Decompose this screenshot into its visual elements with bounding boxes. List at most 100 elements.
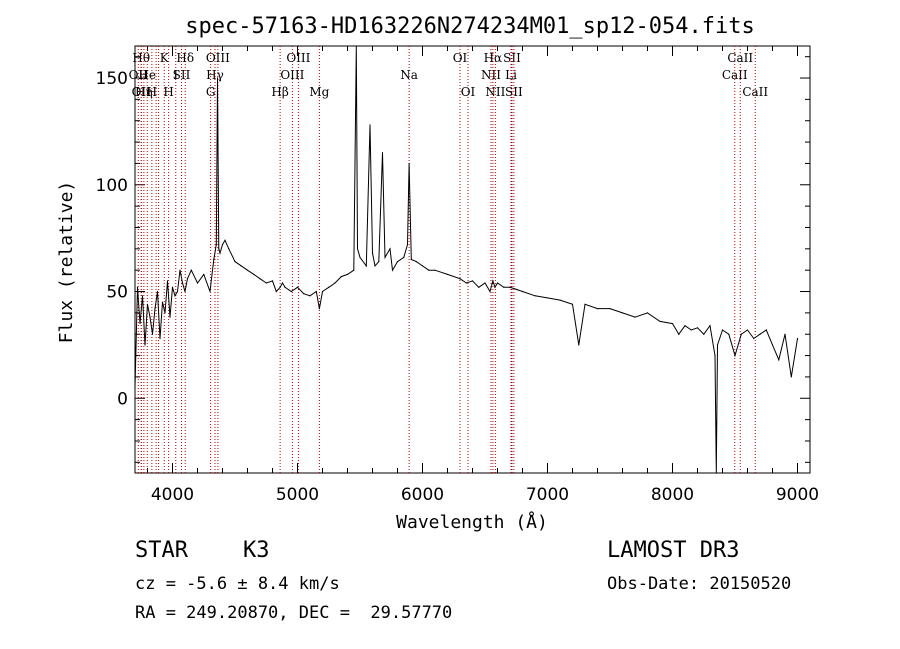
spectrum-point	[190, 269, 192, 271]
spectrum-point	[659, 320, 661, 323]
spectrum-point	[203, 273, 205, 276]
spectrum-point	[459, 278, 461, 280]
spectrum-point	[415, 261, 417, 263]
x-tick-label: 4000	[151, 485, 194, 505]
spectrum-point	[159, 337, 161, 340]
spectrum-point	[381, 152, 384, 154]
spectrum-point	[534, 295, 536, 297]
spectrum-point	[716, 344, 719, 346]
spectral-line-label: CaII	[742, 85, 768, 99]
spectrum-point	[634, 316, 636, 318]
spectrum-point	[365, 265, 367, 267]
spectrum-point	[224, 239, 226, 241]
spectrum-point	[279, 286, 281, 288]
spectral-line-label: Na	[400, 68, 418, 82]
spectrum-point	[515, 288, 517, 290]
spectrum-point	[296, 286, 299, 288]
spectrum-point	[406, 243, 409, 246]
spectrum-point	[396, 261, 399, 263]
spectrum-point	[181, 282, 184, 284]
spectrum-point	[715, 472, 717, 474]
spectrum-point	[740, 333, 742, 335]
spectral-line-label: SII	[505, 85, 523, 99]
spectrum-point	[303, 293, 305, 295]
spectral-line-label: OI	[453, 51, 468, 65]
spectral-line-label: H	[147, 85, 157, 99]
observation-date: Obs-Date: 20150520	[607, 574, 792, 594]
spectrum-point	[621, 312, 624, 314]
spectrum-point	[171, 286, 174, 288]
spectrum-point	[421, 265, 424, 267]
spectrum-point	[240, 265, 242, 267]
spectrum-point	[234, 261, 236, 263]
spectrum-point	[696, 327, 699, 329]
spectrum-point	[646, 312, 649, 314]
spectrum-point	[275, 290, 277, 293]
spectral-line-label: H	[163, 85, 173, 99]
spectrum-point	[584, 303, 586, 305]
spectrum-point	[141, 295, 144, 297]
spectrum-point	[369, 124, 371, 126]
spectral-line-label: Hη	[135, 85, 153, 99]
spectrum-point	[228, 248, 230, 250]
spectrum-point	[265, 282, 267, 284]
spectral-line-label: Hβ	[271, 85, 288, 99]
spectrum-point	[478, 286, 480, 288]
spectrum-point	[253, 273, 255, 276]
spectrum-point	[315, 290, 317, 293]
spectrum-point	[328, 286, 330, 288]
spectral-line-label: Hδ	[176, 51, 194, 65]
spectral-line-label: NII	[481, 68, 501, 82]
spectrum-point	[371, 252, 374, 254]
spectrum-point	[134, 387, 136, 389]
spectrum-point	[753, 337, 755, 340]
spectrum-point	[492, 280, 494, 282]
spectrum-point	[151, 333, 154, 335]
object-class: STAR	[135, 538, 188, 563]
spectral-line-label: He	[138, 68, 156, 82]
spectrum-point	[678, 333, 680, 335]
spectral-line-label: OII	[129, 68, 149, 82]
spectrum-point	[186, 278, 189, 280]
spectrum-point	[166, 280, 169, 282]
x-tick-label: 8000	[651, 485, 694, 505]
spectral-line-label: Li	[505, 68, 517, 82]
spectrum-point	[340, 275, 342, 278]
spectrum-point	[290, 290, 292, 293]
spectrum-point	[746, 329, 749, 331]
spectrum-point	[221, 243, 224, 246]
spectrum-point	[446, 273, 449, 276]
spectrum-point	[179, 269, 181, 271]
spectrum-point	[496, 282, 499, 284]
spectral-line-label: Hα	[484, 51, 503, 65]
sky-coordinates: RA = 249.20870, DEC = 29.57770	[135, 603, 453, 623]
x-tick-label: 5000	[276, 485, 319, 505]
spectrum-point	[218, 248, 220, 250]
spectrum-point	[149, 316, 151, 318]
x-tick-label: 7000	[526, 485, 569, 505]
spectrum-point	[334, 282, 336, 284]
spectrum-point	[465, 282, 467, 284]
spectrum-point	[784, 333, 786, 335]
spectrum-point	[471, 280, 474, 282]
spectrum-point	[778, 359, 780, 361]
spectrum-point	[790, 376, 792, 378]
spectrum-point	[703, 333, 705, 335]
spectrum-point	[408, 162, 410, 165]
spectrum-point	[176, 290, 179, 293]
spectrum-point	[284, 286, 286, 288]
spectrum-point	[521, 290, 524, 293]
spectrum-point	[494, 286, 496, 288]
spectrum-point	[771, 344, 774, 346]
spectrum-point	[714, 354, 716, 357]
spectrum-point	[161, 301, 164, 303]
spectral-subclass: K3	[243, 538, 270, 563]
spectrum-point	[213, 258, 215, 261]
x-tick-label: 6000	[401, 485, 444, 505]
spectral-line-label: NII	[485, 85, 505, 99]
spectrum-point	[410, 258, 412, 261]
spectrum-line	[135, 46, 798, 473]
spectrum-point	[196, 282, 199, 284]
spectrum-point	[609, 308, 611, 310]
spectrum-point	[355, 45, 357, 47]
